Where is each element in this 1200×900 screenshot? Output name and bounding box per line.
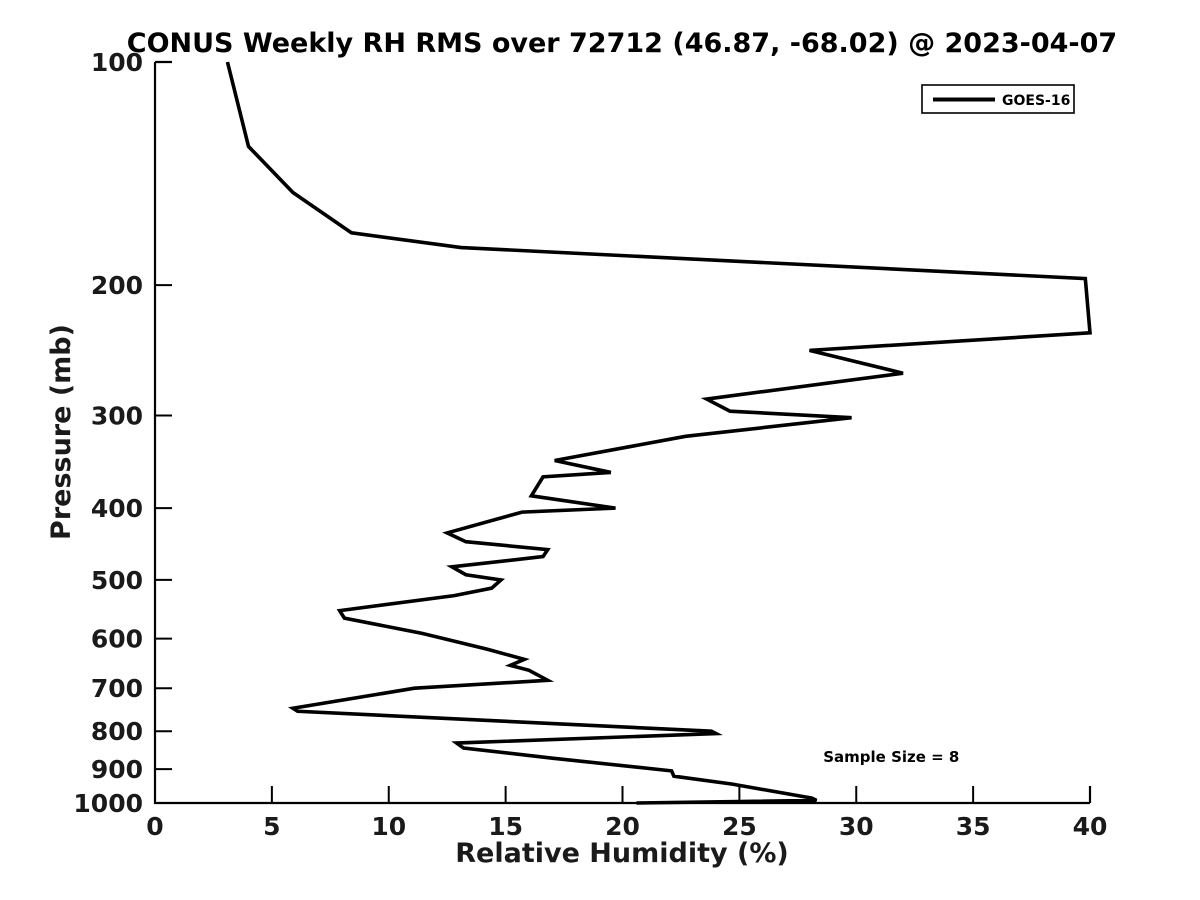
axis-titles: Relative Humidity (%) Pressure (mb) [46, 324, 789, 869]
chart-annotations: Sample Size = 8 [823, 748, 959, 766]
x-tick-label-30: 30 [839, 812, 874, 841]
series-line-goes-16 [225, 61, 1092, 805]
chart-title-group: CONUS Weekly RH RMS over 72712 (46.87, -… [127, 28, 1117, 59]
x-axis-title: Relative Humidity (%) [455, 838, 788, 869]
y-axis-ticks [155, 61, 172, 804]
x-tick-label-40: 40 [1073, 812, 1108, 841]
y-tick-label-1000: 1000 [73, 789, 143, 818]
data-series-group [225, 61, 1092, 805]
x-tick-label-10: 10 [371, 812, 406, 841]
y-tick-label-300: 300 [91, 402, 143, 431]
y-tick-label-600: 600 [91, 625, 143, 654]
y-tick-label-700: 700 [91, 674, 143, 703]
page-title: CONUS Weekly RH RMS over 72712 (46.87, -… [127, 28, 1117, 59]
y-tick-label-900: 900 [91, 755, 143, 784]
annotation-sample-size: Sample Size = 8 [823, 748, 959, 766]
y-axis-tick-labels: 100 200 300 400 500 600 700 800 900 1000 [73, 48, 143, 818]
y-tick-label-200: 200 [91, 271, 143, 300]
x-tick-label-15: 15 [488, 812, 523, 841]
x-tick-label-20: 20 [605, 812, 640, 841]
x-tick-label-35: 35 [956, 812, 991, 841]
x-tick-label-0: 0 [146, 812, 163, 841]
x-tick-label-25: 25 [722, 812, 757, 841]
axis-spines [153, 60, 1092, 805]
axes-frame [153, 60, 1092, 805]
y-tick-label-100: 100 [91, 48, 143, 77]
x-axis-ticks [154, 786, 1091, 803]
y-tick-label-800: 800 [91, 717, 143, 746]
chart-legend[interactable]: GOES-16 [921, 84, 1075, 114]
x-axis-tick-labels: 0 5 10 15 20 25 30 35 40 [146, 812, 1107, 841]
legend-label-goes-16: GOES-16 [1002, 93, 1070, 109]
x-tick-label-5: 5 [263, 812, 280, 841]
y-tick-label-400: 400 [91, 494, 143, 523]
y-axis-title: Pressure (mb) [46, 324, 77, 540]
y-tick-label-500: 500 [91, 566, 143, 595]
